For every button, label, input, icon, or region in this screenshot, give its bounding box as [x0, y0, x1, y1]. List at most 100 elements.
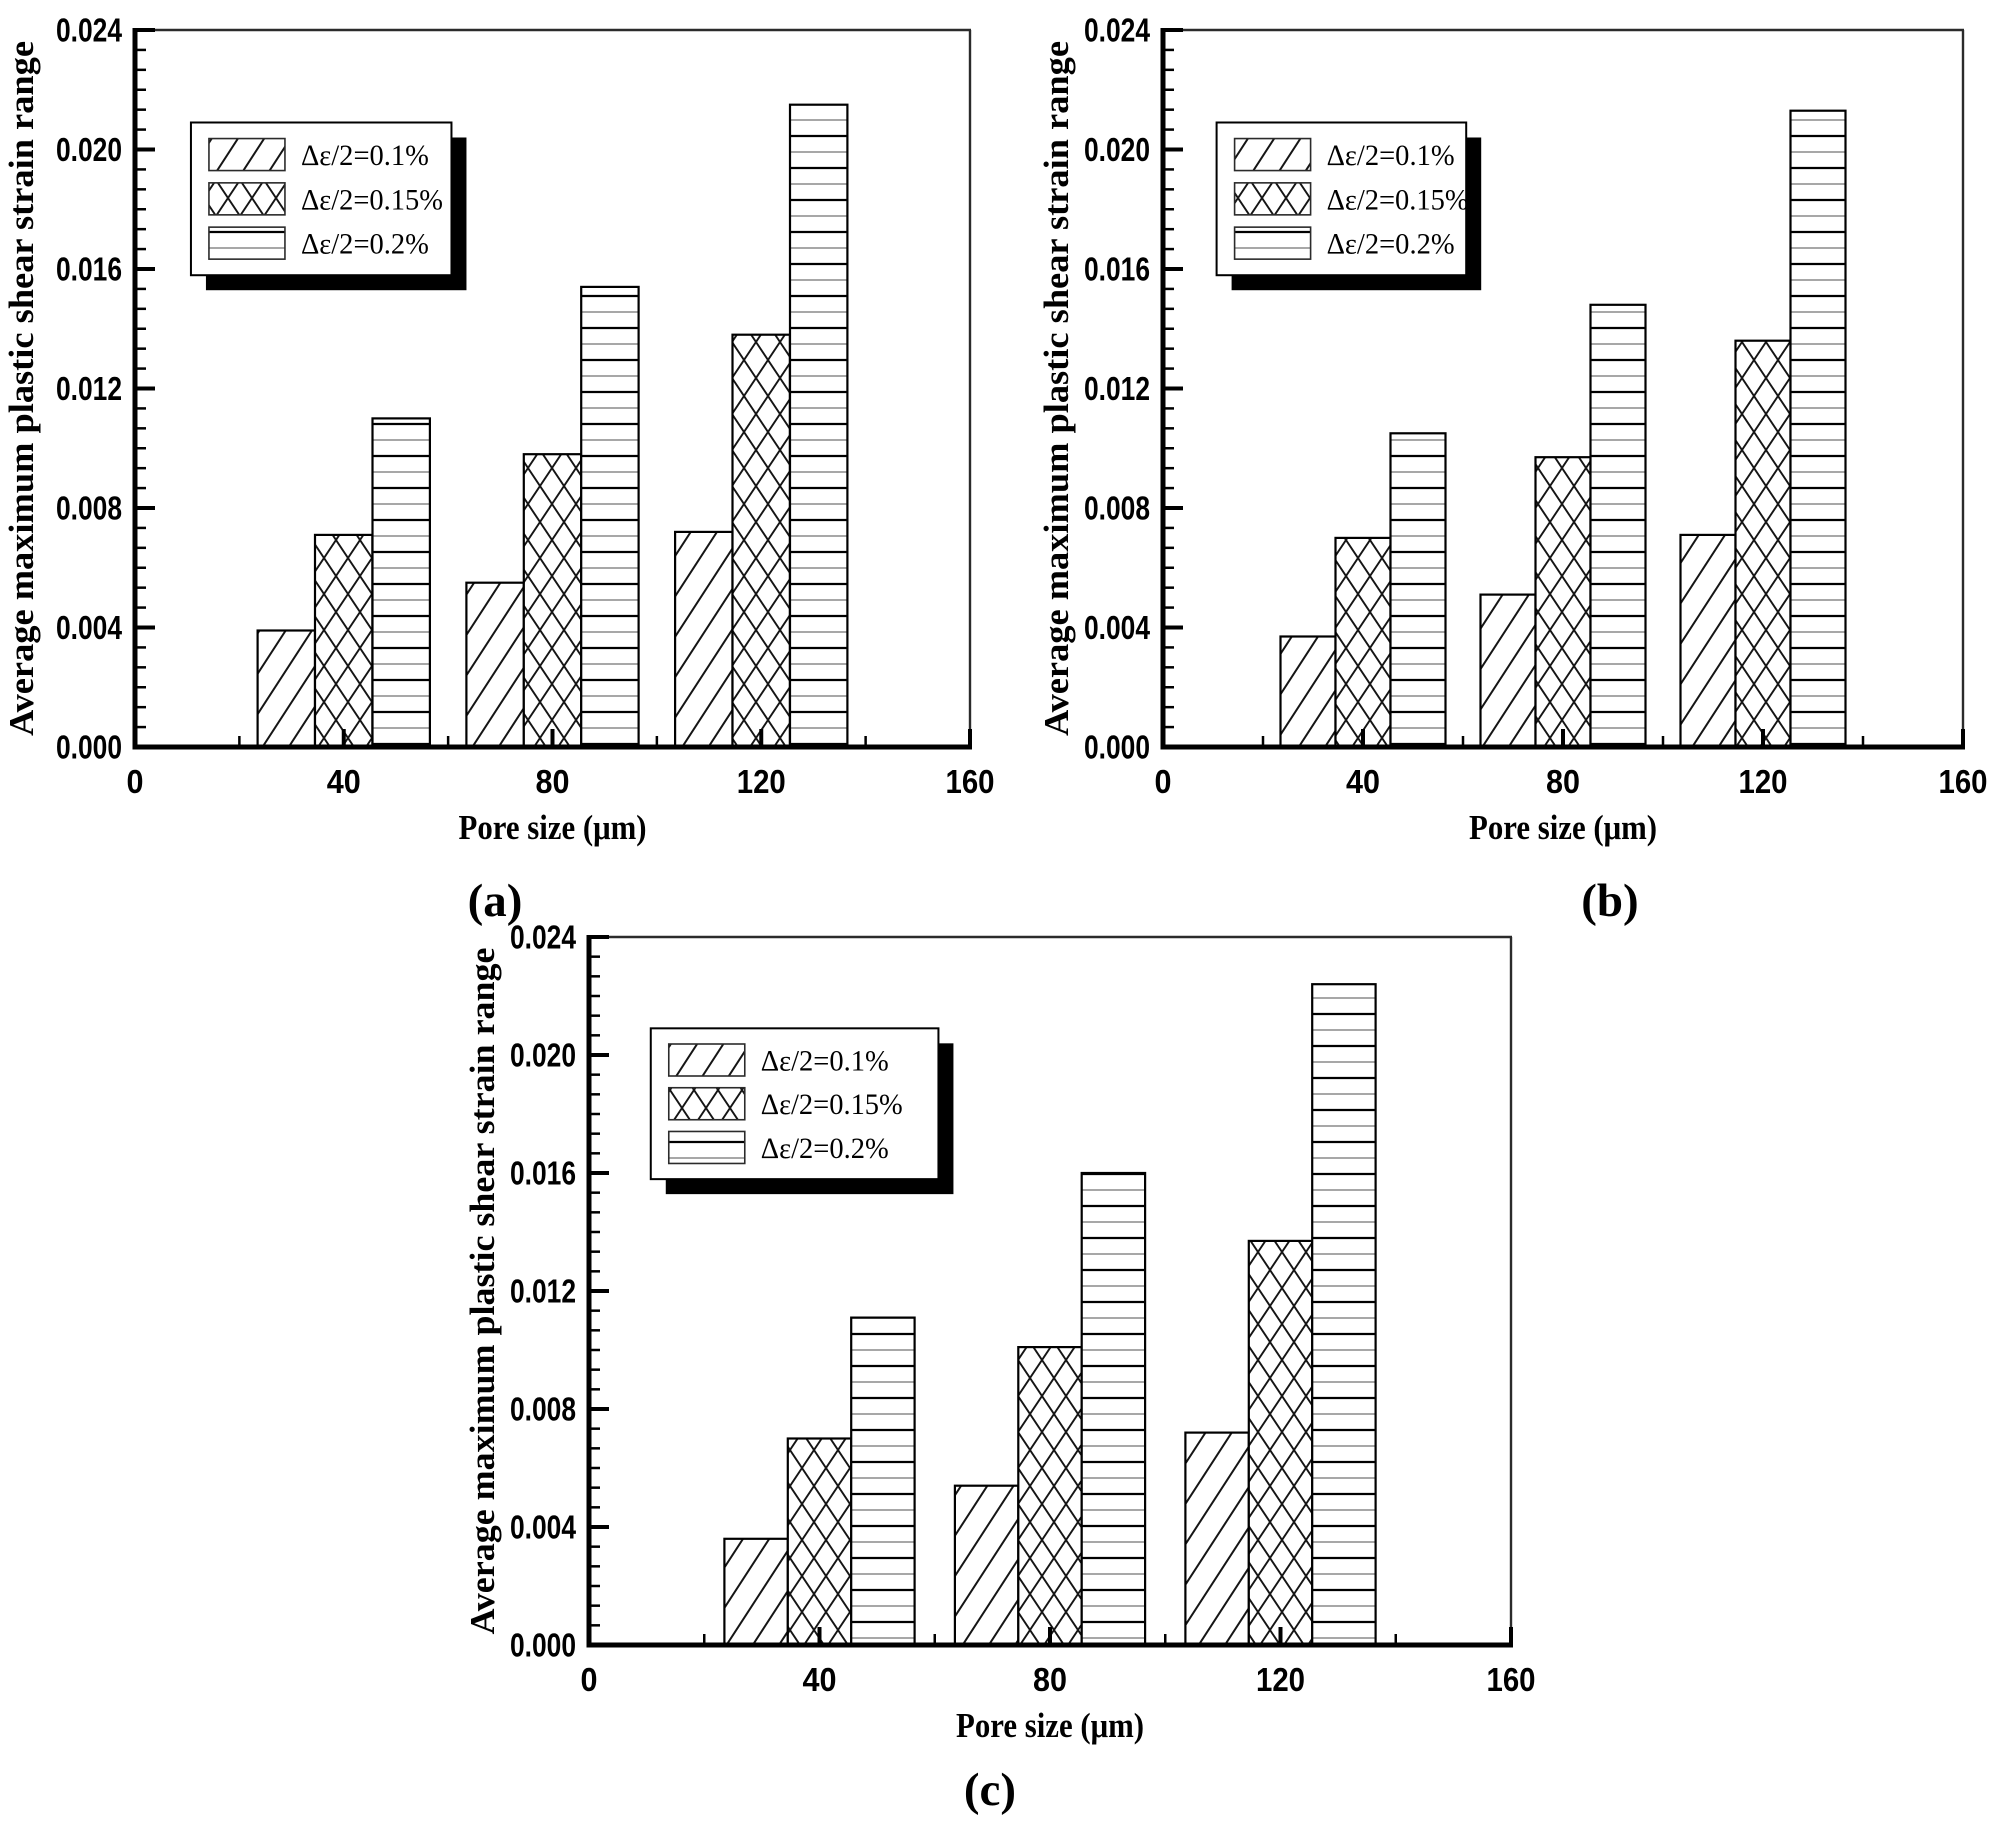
- bar-horizontal-lines-x80: [1589, 303, 1647, 749]
- y-tick-label: 0.004: [56, 609, 123, 646]
- y-tick-label: 0.008: [510, 1391, 576, 1428]
- x-tick-label: 80: [1546, 763, 1580, 800]
- legend-swatch-diagonal-hatch: [208, 137, 286, 172]
- y-tick-label: 0.020: [56, 131, 122, 168]
- x-tick-label: 0: [581, 1661, 598, 1698]
- panel-tag: (c): [964, 1764, 1016, 1816]
- x-tick-label: 0: [127, 763, 144, 800]
- y-tick-label: 0.012: [56, 370, 122, 407]
- bar-cross-hatch-x40: [786, 1437, 853, 1647]
- bars: [256, 103, 849, 749]
- x-tick-label: 40: [1346, 763, 1380, 800]
- x-axis: 0 40 80 120 160: [581, 1627, 1536, 1698]
- legend-swatch-diagonal-hatch: [667, 1043, 746, 1077]
- bar-diagonal-hatch-x40: [723, 1537, 789, 1647]
- y-tick-label: 0.000: [1084, 729, 1150, 766]
- legend-label: Δε/2=0.1%: [301, 139, 429, 172]
- bar-cross-hatch-x120: [1734, 339, 1792, 749]
- x-tick-label: 40: [327, 763, 361, 800]
- x-tick-label: 160: [946, 763, 995, 800]
- bar-diagonal-hatch-x80: [465, 581, 525, 749]
- legend-label: Δε/2=0.1%: [1327, 139, 1455, 172]
- chart-a-svg: 0.000 0.004 0.008 0.012 0.016 0.020 0.024 0 40 80…: [2, 12, 995, 928]
- chart-b-svg: 0.000 0.004 0.008 0.012 0.016 0.020 0.024 0 40 80…: [1037, 12, 1988, 928]
- bars: [1279, 109, 1847, 749]
- y-tick-label: 0.016: [510, 1155, 576, 1192]
- bar-diagonal-hatch-x80: [1479, 593, 1537, 749]
- bar-diagonal-hatch-x120: [1184, 1431, 1250, 1647]
- x-tick-label: 120: [737, 763, 786, 800]
- bar-diagonal-hatch-x40: [1279, 635, 1337, 749]
- bars: [723, 983, 1377, 1647]
- bar-diagonal-hatch-x40: [256, 629, 317, 749]
- axis-title-x: Pore size (μm): [956, 1706, 1144, 1745]
- bar-horizontal-lines-x40: [371, 417, 432, 749]
- legend-label: Δε/2=0.1%: [761, 1045, 889, 1078]
- y-tick-label: 0.016: [1084, 251, 1150, 288]
- y-tick-label: 0.012: [510, 1273, 576, 1310]
- bar-cross-hatch-x120: [1247, 1239, 1314, 1647]
- y-axis: 0.000 0.004 0.008 0.012 0.016 0.020 0.024: [56, 12, 155, 766]
- y-tick-label: 0.024: [1084, 12, 1151, 49]
- bar-cross-hatch-x120: [731, 333, 792, 749]
- bar-cross-hatch-x40: [1334, 536, 1392, 749]
- legend: Δε/2=0.1% Δε/2=0.15% Δε/2=0.2%: [649, 1027, 954, 1195]
- legend: Δε/2=0.1% Δε/2=0.15% Δε/2=0.2%: [1215, 121, 1482, 291]
- legend-swatch-cross-hatch: [1233, 182, 1312, 216]
- bar-cross-hatch-x80: [1017, 1346, 1083, 1647]
- legend-label: Δε/2=0.15%: [761, 1088, 903, 1121]
- legend-label: Δε/2=0.15%: [301, 183, 443, 216]
- y-tick-label: 0.024: [510, 919, 577, 956]
- bar-cross-hatch-x80: [1534, 456, 1592, 749]
- x-tick-label: 80: [1033, 1661, 1067, 1698]
- y-tick-label: 0.024: [56, 12, 123, 49]
- legend-label: Δε/2=0.2%: [301, 228, 429, 261]
- x-tick-label: 160: [1487, 1661, 1536, 1698]
- y-axis: 0.000 0.004 0.008 0.012 0.016 0.020 0.024: [510, 919, 609, 1664]
- legend-label: Δε/2=0.15%: [1327, 183, 1469, 216]
- axis-title-y: Average maximum plastic shear strain ran…: [463, 948, 502, 1635]
- y-tick-label: 0.016: [56, 251, 122, 288]
- bar-cross-hatch-x80: [522, 453, 583, 749]
- bar-horizontal-lines-x80: [580, 285, 640, 749]
- bar-horizontal-lines-x40: [850, 1316, 916, 1647]
- y-tick-label: 0.008: [1084, 490, 1150, 527]
- bar-diagonal-hatch-x120: [673, 530, 734, 749]
- y-tick-label: 0.004: [1084, 609, 1151, 646]
- chart-c-svg: 0.000 0.004 0.008 0.012 0.016 0.020 0.024 0 40 80…: [463, 919, 1536, 1817]
- legend-swatch-diagonal-hatch: [1233, 137, 1312, 172]
- chart-b: 0.000 0.004 0.008 0.012 0.016 0.020 0.024 0 40 80…: [1010, 0, 1997, 945]
- panel-tag: (a): [468, 875, 523, 927]
- x-tick-label: 120: [1739, 763, 1788, 800]
- panel-tag: (b): [1581, 875, 1638, 927]
- chart-a: 0.000 0.004 0.008 0.012 0.016 0.020 0.024 0 40 80…: [0, 0, 1010, 945]
- chart-c: 0.000 0.004 0.008 0.012 0.016 0.020 0.024 0 40 80…: [430, 910, 1570, 1828]
- legend-label: Δε/2=0.2%: [761, 1132, 889, 1165]
- y-tick-label: 0.000: [56, 729, 122, 766]
- legend: Δε/2=0.1% Δε/2=0.15% Δε/2=0.2%: [189, 121, 467, 291]
- legend-swatch-cross-hatch: [667, 1086, 746, 1121]
- bar-diagonal-hatch-x120: [1679, 533, 1737, 749]
- bar-horizontal-lines-x120: [788, 103, 849, 749]
- bar-cross-hatch-x40: [313, 533, 374, 749]
- legend-swatch-horizontal-lines: [208, 226, 286, 260]
- bar-horizontal-lines-x120: [1311, 983, 1377, 1647]
- x-axis: 0 40 80 120 160: [127, 729, 995, 800]
- legend-swatch-horizontal-lines: [667, 1130, 746, 1165]
- bar-horizontal-lines-x120: [1789, 109, 1847, 749]
- y-tick-label: 0.004: [510, 1509, 577, 1546]
- x-tick-label: 40: [803, 1661, 837, 1698]
- bar-horizontal-lines-x40: [1389, 432, 1447, 749]
- x-tick-label: 160: [1939, 763, 1988, 800]
- y-axis: 0.000 0.004 0.008 0.012 0.016 0.020 0.024: [1084, 12, 1183, 766]
- y-tick-label: 0.020: [1084, 131, 1150, 168]
- legend-swatch-horizontal-lines: [1233, 226, 1312, 260]
- y-tick-label: 0.012: [1084, 370, 1150, 407]
- legend-label: Δε/2=0.2%: [1327, 228, 1455, 261]
- x-tick-label: 0: [1155, 763, 1172, 800]
- x-tick-label: 80: [536, 763, 570, 800]
- axis-title-y: Average maximum plastic shear strain ran…: [2, 41, 41, 736]
- bar-diagonal-hatch-x80: [953, 1484, 1020, 1647]
- bar-horizontal-lines-x80: [1080, 1171, 1147, 1647]
